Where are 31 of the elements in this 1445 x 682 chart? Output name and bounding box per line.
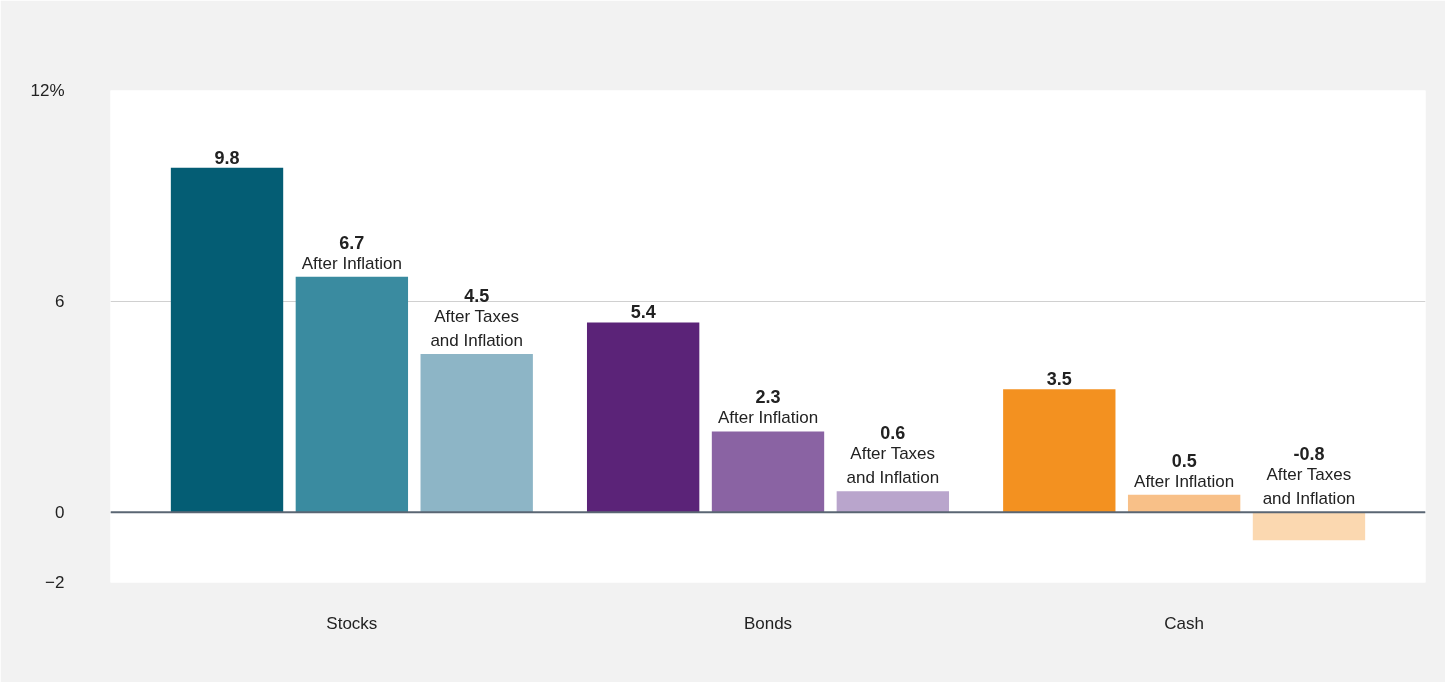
data-label: 2.3: [755, 387, 781, 408]
bar: [170, 167, 284, 513]
series-label: After Inflation: [301, 253, 402, 273]
series-label: After Taxes and Inflation: [430, 307, 524, 351]
y-tick-label: 6: [55, 291, 65, 311]
data-label: 6.7: [339, 232, 365, 253]
text: After Inflation: [1134, 471, 1235, 491]
bar: [420, 354, 533, 513]
text: After Taxes and Inflation: [1262, 465, 1356, 509]
x-tick-label: Bonds: [743, 613, 793, 633]
bar: [836, 491, 950, 513]
data-label: 0.6: [880, 423, 906, 444]
text: After Taxes and Inflation: [846, 444, 940, 488]
bar: [1252, 512, 1366, 541]
y-tick-label: 12%: [30, 81, 65, 100]
y-tick-label: −2: [45, 573, 65, 592]
x-tick-label: Cash: [1164, 613, 1204, 633]
data-label: 5.4: [630, 302, 656, 323]
text: After Inflation: [717, 408, 819, 428]
bar: [586, 322, 700, 513]
data-label: 3.5: [1046, 369, 1072, 390]
bar: [1127, 494, 1241, 513]
bar: [1003, 389, 1116, 513]
data-label: -0.8: [1293, 444, 1325, 465]
bar: [295, 276, 409, 513]
data-label: 4.5: [464, 286, 490, 307]
x-tick-label: Stocks: [326, 613, 378, 633]
data-label: 0.5: [1171, 450, 1197, 471]
bar: [711, 431, 825, 513]
data-label: 9.8: [214, 147, 240, 168]
y-tick-label: 0: [55, 502, 65, 522]
